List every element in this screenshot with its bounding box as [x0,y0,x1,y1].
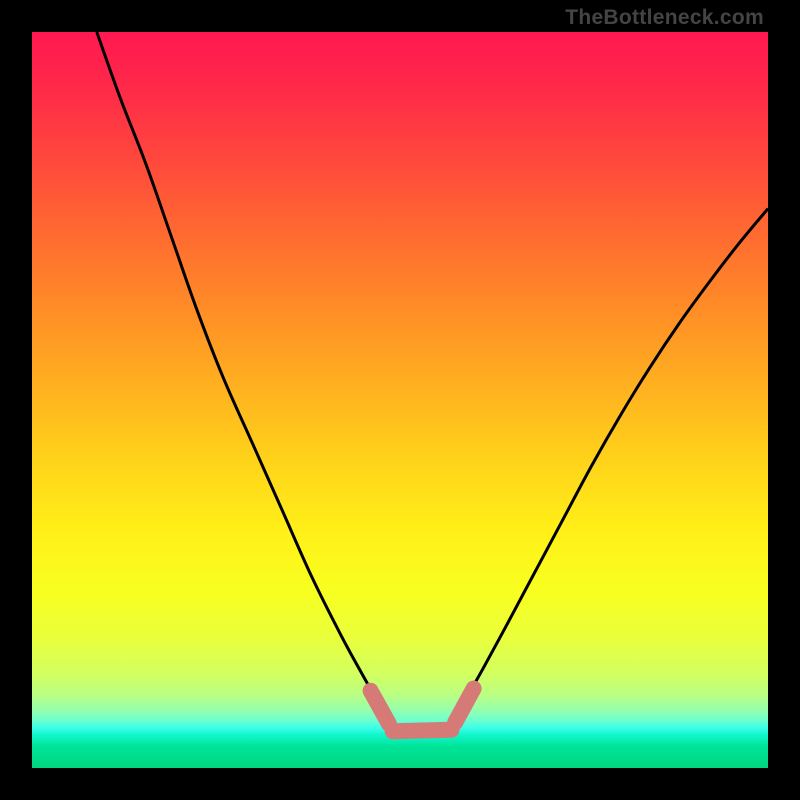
curve-overlay [32,32,768,768]
chart-plot-area [32,32,768,768]
bottleneck-curve-left [97,32,378,702]
bottleneck-curve-right [466,209,768,698]
watermark-text: TheBottleneck.com [565,6,764,30]
optimal-range-marker [371,689,474,732]
